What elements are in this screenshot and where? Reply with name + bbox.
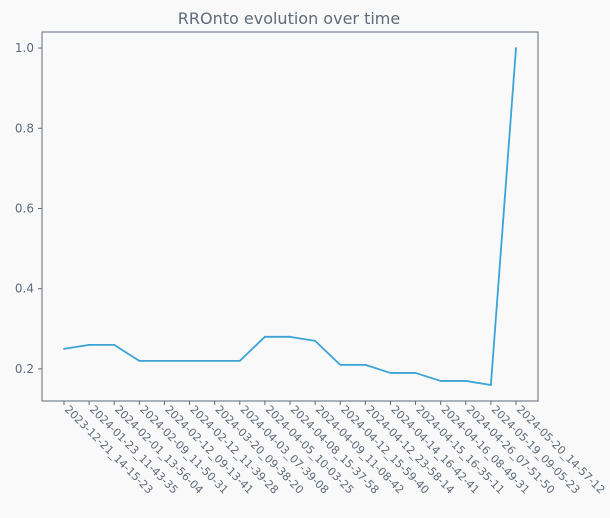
x-axis: 2023-12-21_14-15-232024-01-23_11-43-3520…	[62, 401, 607, 497]
y-tick-label: 0.4	[15, 282, 34, 296]
chart-title: RROnto evolution over time	[178, 9, 400, 28]
data-point	[314, 339, 317, 342]
y-axis: 0.2 0.4 0.6 0.8 1.0	[15, 41, 42, 376]
data-point	[439, 380, 442, 382]
data-point	[339, 364, 342, 366]
data-point	[414, 372, 417, 374]
data-point	[138, 359, 141, 362]
y-tick-label: 1.0	[15, 41, 34, 55]
data-point	[515, 47, 517, 49]
series-group	[63, 47, 517, 386]
y-tick-label: 0.8	[15, 121, 34, 135]
data-point	[289, 335, 291, 338]
data-point	[113, 343, 116, 346]
data-point	[389, 372, 392, 374]
data-point	[263, 335, 266, 338]
data-point	[188, 359, 191, 362]
data-point	[364, 364, 367, 366]
y-tick-label: 0.6	[15, 201, 34, 215]
data-point	[88, 343, 91, 346]
series-line	[63, 47, 517, 386]
data-point	[63, 347, 65, 350]
data-point	[213, 359, 216, 362]
data-point	[489, 384, 492, 386]
data-point	[464, 380, 467, 382]
data-point	[238, 359, 241, 362]
data-point	[163, 359, 166, 362]
y-tick-label: 0.2	[15, 362, 34, 376]
